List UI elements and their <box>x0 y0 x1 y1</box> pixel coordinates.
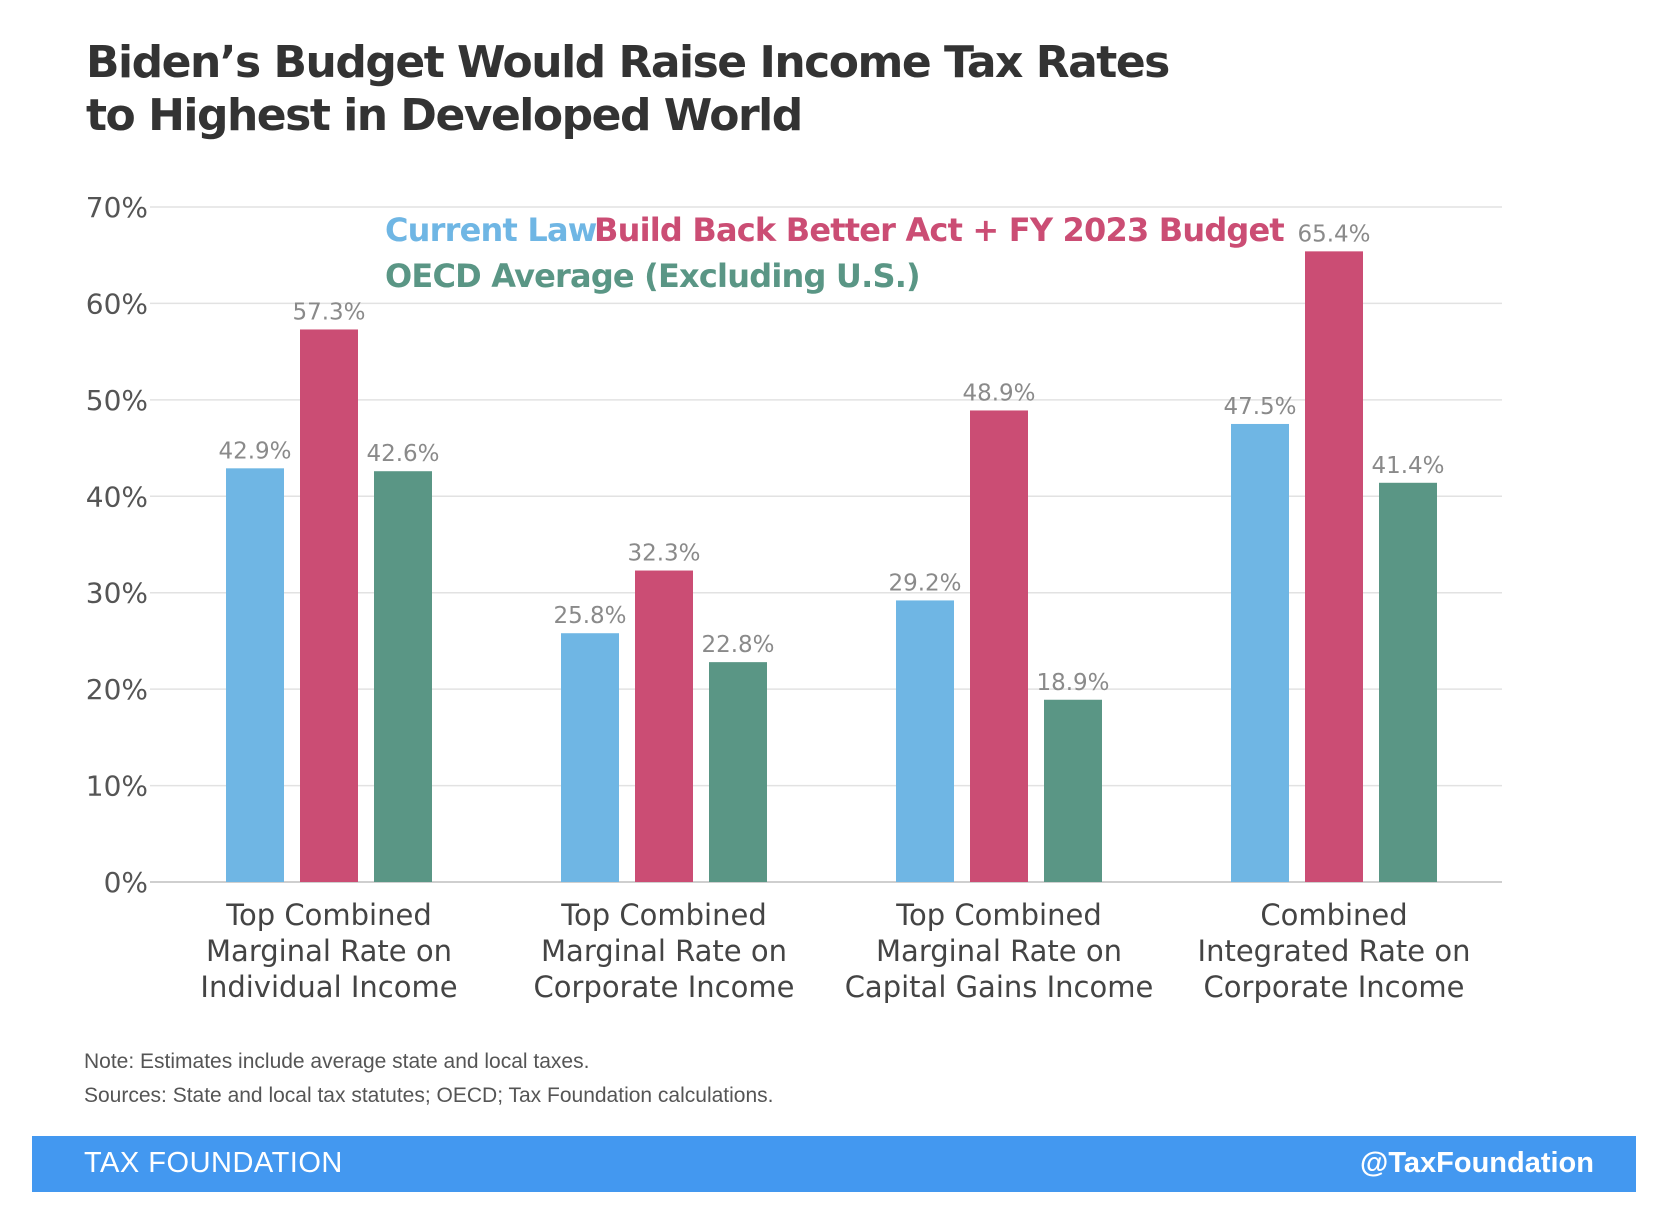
y-axis: 0% 10% 20% 30% 40% 50% 60% 70% <box>86 191 148 899</box>
x-tick-label: Individual Income <box>200 970 457 1004</box>
y-tick-label: 40% <box>86 480 148 513</box>
bar <box>1044 699 1102 882</box>
legend-current-law: Current Law <box>385 211 597 249</box>
data-label: 42.9% <box>218 438 291 464</box>
bar <box>1379 482 1437 882</box>
data-label: 57.3% <box>292 299 365 325</box>
footer-brand: TAX FOUNDATION <box>84 1147 343 1179</box>
bar <box>896 600 954 882</box>
data-label: 25.8% <box>553 603 626 629</box>
legend-oecd-average: OECD Average (Excluding U.S.) <box>385 257 920 295</box>
bar <box>635 570 693 882</box>
data-label: 18.9% <box>1036 670 1109 696</box>
x-tick-label: Capital Gains Income <box>845 970 1154 1004</box>
data-label: 22.8% <box>701 632 774 658</box>
data-label: 48.9% <box>962 380 1035 406</box>
bar-chart: 0% 10% 20% 30% 40% 50% 60% 70% 42.9% 57.3% 42.6% 2… <box>86 191 1502 1004</box>
data-label: 41.4% <box>1371 453 1444 479</box>
data-label: 65.4% <box>1297 221 1370 247</box>
x-tick-label: Marginal Rate on <box>541 934 787 968</box>
bar <box>709 662 767 882</box>
x-tick-label: Top Combined <box>225 898 432 932</box>
x-tick-label: Corporate Income <box>534 970 795 1004</box>
bar <box>970 410 1028 882</box>
y-tick-label: 50% <box>86 384 148 417</box>
y-tick-label: 0% <box>104 866 148 899</box>
x-tick-label: Combined <box>1260 898 1407 932</box>
bar <box>374 471 432 882</box>
chart-note: Note: Estimates include average state an… <box>84 1050 590 1073</box>
bar <box>226 468 284 882</box>
legend-build-back-better: Build Back Better Act + FY 2023 Budget <box>594 211 1284 249</box>
data-label: 29.2% <box>888 570 961 596</box>
x-tick-label: Corporate Income <box>1204 970 1465 1004</box>
data-label: 47.5% <box>1223 394 1296 420</box>
bar <box>561 633 619 882</box>
chart-sources: Sources: State and local tax statutes; O… <box>84 1084 774 1107</box>
data-labels: 42.9% 57.3% 42.6% 25.8% 32.3% 22.8% 29.2% 48.9%… <box>218 221 1444 695</box>
y-tick-label: 70% <box>86 191 148 224</box>
bar <box>1231 423 1289 882</box>
bars <box>226 251 1437 882</box>
y-tick-label: 10% <box>86 770 148 803</box>
bar <box>1305 251 1363 882</box>
legend: Current Law Build Back Better Act + FY 2… <box>385 211 1285 295</box>
y-tick-label: 20% <box>86 673 148 706</box>
footer-handle[interactable]: @TaxFoundation <box>1360 1147 1594 1179</box>
x-tick-label: Marginal Rate on <box>206 934 452 968</box>
bar <box>300 329 358 882</box>
y-tick-label: 30% <box>86 577 148 610</box>
x-tick-label: Marginal Rate on <box>876 934 1122 968</box>
chart-title-line-1: Biden’s Budget Would Raise Income Tax Ra… <box>86 37 1170 88</box>
footer-bar: TAX FOUNDATION @TaxFoundation <box>32 1136 1636 1192</box>
y-tick-label: 60% <box>86 287 148 320</box>
x-tick-label: Integrated Rate on <box>1198 934 1471 968</box>
x-tick-label: Top Combined <box>895 898 1102 932</box>
x-tick-label: Top Combined <box>560 898 767 932</box>
data-label: 32.3% <box>627 541 700 567</box>
chart-title-line-2: to Highest in Developed World <box>86 90 803 141</box>
data-label: 42.6% <box>366 441 439 467</box>
chart-title: Biden’s Budget Would Raise Income Tax Ra… <box>86 36 1386 142</box>
